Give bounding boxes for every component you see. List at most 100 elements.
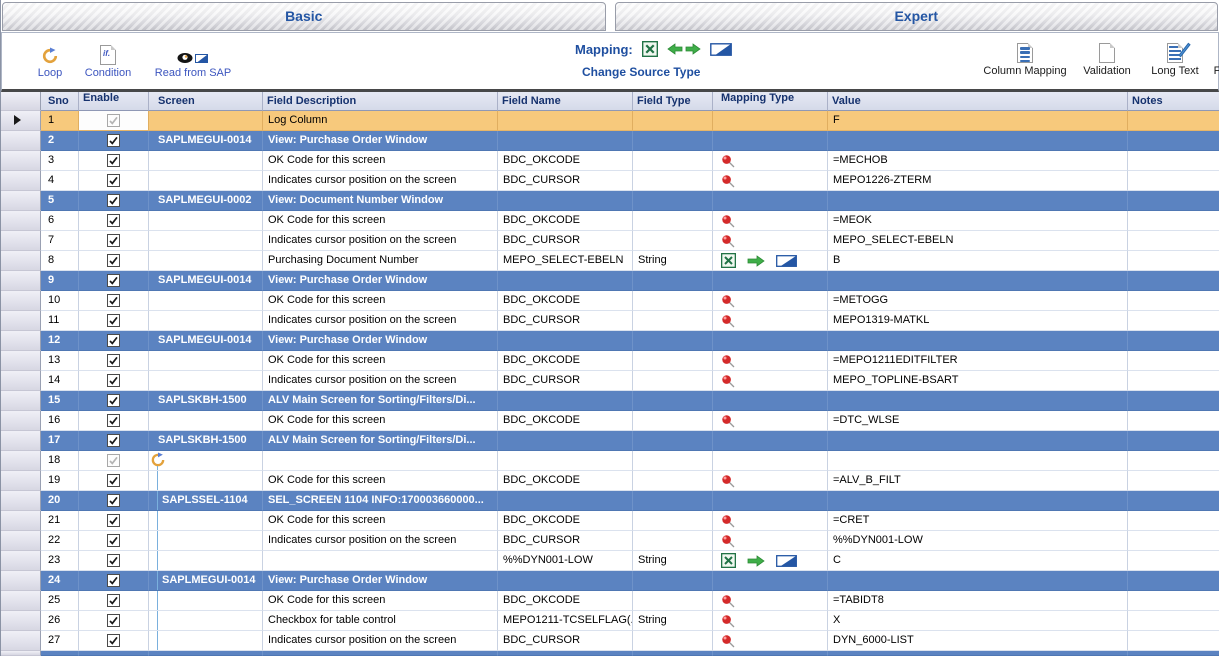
- field-description-cell[interactable]: SEL_SCREEN 1104 INFO:170003660000...: [263, 491, 498, 511]
- enable-cell[interactable]: [79, 311, 149, 331]
- enable-checkbox[interactable]: [107, 254, 120, 267]
- field-description-cell[interactable]: OK Code for this screen: [263, 411, 498, 431]
- enable-checkbox[interactable]: [107, 494, 120, 507]
- sno-cell[interactable]: 25: [41, 591, 79, 611]
- enable-cell[interactable]: [79, 371, 149, 391]
- value-cell[interactable]: [828, 131, 1128, 151]
- enable-checkbox[interactable]: [107, 434, 120, 447]
- notes-cell[interactable]: [1128, 571, 1219, 591]
- enable-cell[interactable]: [79, 331, 149, 351]
- row-selector-cell[interactable]: [1, 131, 41, 151]
- sno-cell[interactable]: 27: [41, 631, 79, 651]
- enable-checkbox[interactable]: [107, 274, 120, 287]
- notes-cell[interactable]: [1128, 271, 1219, 291]
- enable-cell[interactable]: [79, 571, 149, 591]
- enable-checkbox[interactable]: [107, 474, 120, 487]
- source-type-flag-icon[interactable]: [776, 555, 797, 567]
- screen-cell[interactable]: SAPLMEGUI-0014: [149, 271, 263, 291]
- field-description-cell[interactable]: OK Code for this screen: [263, 291, 498, 311]
- screen-cell[interactable]: [149, 151, 263, 171]
- pin-icon[interactable]: [721, 534, 735, 548]
- mapping-type-cell[interactable]: [713, 231, 828, 251]
- loop-marker-icon[interactable]: [150, 452, 166, 471]
- enable-cell[interactable]: [79, 471, 149, 491]
- field-type-cell[interactable]: [633, 131, 713, 151]
- mapping-type-cell[interactable]: [713, 391, 828, 411]
- pin-icon[interactable]: [721, 374, 735, 388]
- sno-cell[interactable]: 9: [41, 271, 79, 291]
- value-cell[interactable]: =TABIDT8: [828, 591, 1128, 611]
- header-field-type[interactable]: Field Type: [633, 92, 713, 111]
- sno-cell[interactable]: 16: [41, 411, 79, 431]
- sno-cell[interactable]: 2: [41, 131, 79, 151]
- value-cell[interactable]: =MEOK: [828, 211, 1128, 231]
- field-name-cell[interactable]: BDC_CURSOR: [498, 531, 633, 551]
- value-cell[interactable]: =DTC_WLSE: [828, 411, 1128, 431]
- screen-cell[interactable]: [149, 351, 263, 371]
- value-cell[interactable]: [828, 431, 1128, 451]
- notes-cell[interactable]: [1128, 511, 1219, 531]
- notes-cell[interactable]: [1128, 491, 1219, 511]
- enable-cell[interactable]: [79, 271, 149, 291]
- enable-cell[interactable]: [79, 411, 149, 431]
- enable-cell[interactable]: [79, 351, 149, 371]
- enable-checkbox[interactable]: [107, 394, 120, 407]
- row-selector-cell[interactable]: [1, 651, 41, 656]
- field-type-cell[interactable]: [633, 531, 713, 551]
- sno-cell[interactable]: 12: [41, 331, 79, 351]
- value-cell[interactable]: F: [828, 111, 1128, 131]
- field-name-cell[interactable]: BDC_OKCODE: [498, 351, 633, 371]
- screen-cell[interactable]: SAPLMEGUI-0002: [149, 191, 263, 211]
- screen-cell[interactable]: [149, 111, 263, 131]
- condition-button[interactable]: if. Condition: [78, 43, 138, 79]
- field-description-cell[interactable]: OK Code for this screen: [263, 351, 498, 371]
- row-selector-cell[interactable]: [1, 431, 41, 451]
- pin-icon[interactable]: [721, 634, 735, 648]
- notes-cell[interactable]: [1128, 631, 1219, 651]
- value-cell[interactable]: =MEPO1211EDITFILTER: [828, 351, 1128, 371]
- row-selector-cell[interactable]: [1, 251, 41, 271]
- enable-checkbox[interactable]: [107, 514, 120, 527]
- field-name-cell[interactable]: BDC_OKCODE: [498, 291, 633, 311]
- field-description-cell[interactable]: Checkbox for table control: [263, 611, 498, 631]
- screen-cell[interactable]: [149, 611, 263, 631]
- enable-checkbox[interactable]: [107, 174, 120, 187]
- pin-icon[interactable]: [721, 174, 735, 188]
- mapping-type-cell[interactable]: [713, 371, 828, 391]
- notes-cell[interactable]: [1128, 531, 1219, 551]
- field-name-cell[interactable]: BDC_CURSOR: [498, 231, 633, 251]
- value-cell[interactable]: [828, 451, 1128, 471]
- sno-cell[interactable]: 4: [41, 171, 79, 191]
- mapping-type-cell[interactable]: [713, 491, 828, 511]
- notes-cell[interactable]: [1128, 251, 1219, 271]
- screen-cell[interactable]: [149, 471, 263, 491]
- enable-cell[interactable]: [79, 211, 149, 231]
- field-name-cell[interactable]: MEPO_SELECT-EBELN: [498, 251, 633, 271]
- field-name-cell[interactable]: [498, 331, 633, 351]
- field-type-cell[interactable]: [633, 171, 713, 191]
- cut-off-toolbar-button[interactable]: F: [1210, 41, 1219, 77]
- notes-cell[interactable]: [1128, 151, 1219, 171]
- mapping-type-cell[interactable]: [713, 351, 828, 371]
- enable-checkbox[interactable]: [107, 314, 120, 327]
- pin-icon[interactable]: [721, 514, 735, 528]
- value-cell[interactable]: [828, 391, 1128, 411]
- enable-cell[interactable]: [79, 491, 149, 511]
- mapping-type-cell[interactable]: [713, 631, 828, 651]
- screen-cell[interactable]: [149, 551, 263, 571]
- enable-checkbox[interactable]: [107, 574, 120, 587]
- enable-cell[interactable]: [79, 611, 149, 631]
- enable-cell[interactable]: [79, 551, 149, 571]
- enable-cell[interactable]: [79, 591, 149, 611]
- enable-cell[interactable]: [79, 531, 149, 551]
- field-description-cell[interactable]: OK Code for this screen: [263, 211, 498, 231]
- header-field-description[interactable]: Field Description: [263, 92, 498, 111]
- field-description-cell[interactable]: View: Purchase Order Window: [263, 571, 498, 591]
- sno-cell[interactable]: 14: [41, 371, 79, 391]
- pin-icon[interactable]: [721, 214, 735, 228]
- sno-cell[interactable]: 19: [41, 471, 79, 491]
- field-type-cell[interactable]: [633, 471, 713, 491]
- notes-cell[interactable]: [1128, 191, 1219, 211]
- row-selector-cell[interactable]: [1, 491, 41, 511]
- enable-cell[interactable]: [79, 391, 149, 411]
